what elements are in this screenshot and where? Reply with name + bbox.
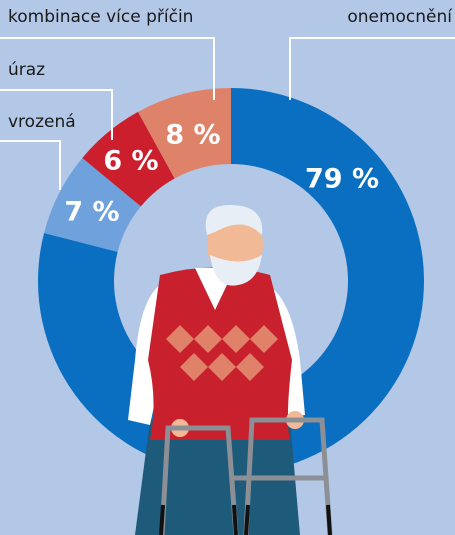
leader-line bbox=[0, 141, 60, 190]
value-label: 79 % bbox=[305, 164, 379, 195]
leader-line bbox=[290, 38, 455, 100]
value-label: 7 % bbox=[64, 197, 119, 228]
value-label: 8 % bbox=[165, 120, 220, 151]
category-label: úraz bbox=[8, 60, 45, 80]
chart: 79 % onemocnění 7 % vrozená 6 % úraz 8 % kombin… bbox=[0, 0, 455, 535]
illustration bbox=[128, 205, 330, 535]
category-label: vrozená bbox=[8, 112, 76, 132]
category-label: kombinace více příčin bbox=[8, 7, 193, 27]
category-label: onemocnění bbox=[347, 7, 453, 27]
value-label: 6 % bbox=[103, 146, 158, 177]
